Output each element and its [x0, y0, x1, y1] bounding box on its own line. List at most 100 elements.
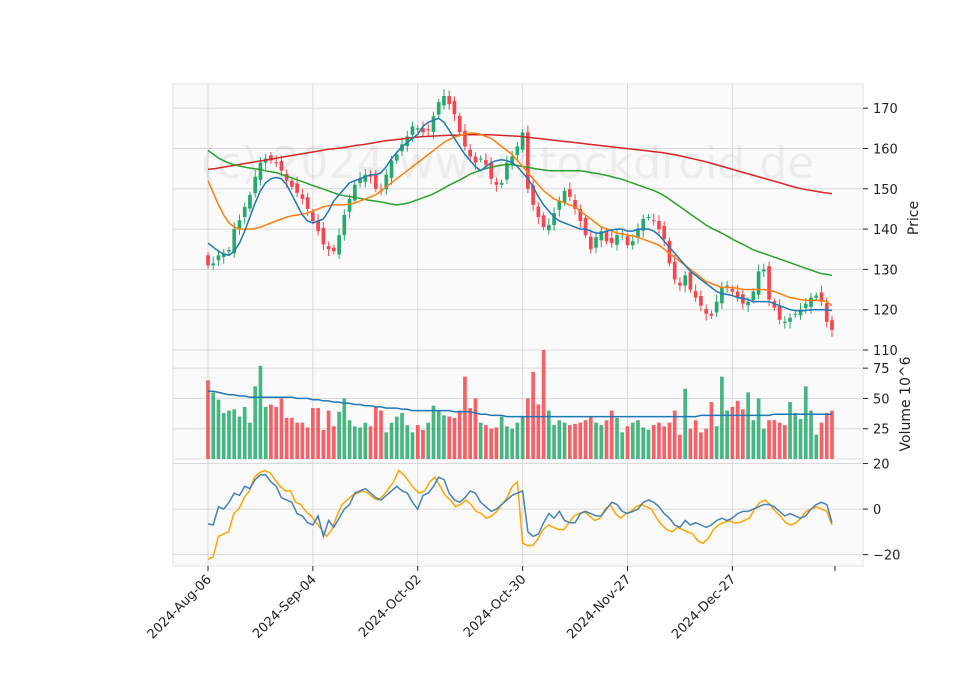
candle-down	[290, 180, 294, 187]
candle-up	[646, 217, 651, 218]
volume-bar	[363, 422, 368, 459]
volume-bar	[604, 420, 609, 459]
volume-bar	[814, 434, 819, 459]
candle-up	[793, 313, 798, 315]
candle-up	[237, 220, 242, 230]
volume-bar	[562, 422, 567, 459]
volume-bar	[578, 422, 583, 459]
volume-bar	[290, 417, 294, 459]
candle-down	[704, 308, 708, 314]
candle-up	[520, 132, 525, 150]
volume-bar	[767, 420, 771, 459]
volume-bar	[326, 410, 331, 459]
volume-bar	[232, 409, 237, 459]
candle-up	[384, 174, 389, 190]
volume-bar	[830, 410, 834, 459]
volume-bar	[636, 420, 640, 459]
volume-bar	[557, 420, 562, 459]
x-tick-label: 2024-Sep-04	[250, 572, 320, 642]
x-tick-label: 2024-Oct-02	[356, 572, 424, 640]
volume-bar	[746, 392, 750, 459]
volume-bar	[263, 406, 268, 459]
volume-bar	[305, 427, 310, 459]
volume-bar	[342, 398, 347, 459]
volume-bar	[756, 398, 761, 459]
candle-down	[531, 185, 535, 205]
candle-up	[809, 297, 813, 307]
candle-down	[452, 100, 457, 115]
volume-bar	[531, 371, 535, 459]
candle-up	[615, 235, 619, 245]
candle-up	[227, 250, 231, 252]
volume-bar	[646, 429, 651, 459]
volume-bar	[242, 406, 247, 459]
volume-bar	[227, 410, 231, 459]
candle-up	[814, 295, 819, 298]
candle-up	[221, 253, 226, 257]
candle-down	[326, 246, 331, 250]
ma-orange-line	[207, 132, 833, 307]
volume-bar	[709, 402, 714, 459]
candle-up	[562, 190, 567, 203]
candle-down	[484, 160, 488, 165]
candle-up	[248, 194, 252, 209]
oscillator-series	[207, 469, 833, 560]
volume-bar	[442, 415, 446, 459]
candle-down	[473, 156, 478, 163]
candle-down	[526, 132, 530, 189]
volume-bar	[484, 425, 488, 459]
price-tick-label: 170	[873, 102, 898, 117]
candle-down	[316, 221, 320, 232]
volume-bar	[284, 417, 289, 459]
candle-down	[332, 247, 336, 252]
volume-bar	[389, 422, 394, 459]
x-tick-label: 2024-Nov-27	[564, 572, 634, 642]
candle-up	[410, 126, 415, 135]
candle-down	[573, 200, 577, 209]
volume-bar	[206, 380, 210, 459]
volume-bar	[520, 416, 525, 459]
candle-up	[599, 231, 604, 241]
candle-down	[269, 155, 273, 161]
candle-down	[609, 237, 614, 244]
volume-bar	[788, 402, 792, 459]
volume-bar	[588, 416, 593, 459]
price-tick-label: 140	[873, 223, 898, 238]
volume-bar	[515, 422, 520, 459]
volume-bar	[258, 365, 263, 459]
volume-bar	[730, 406, 735, 459]
candle-up	[431, 116, 436, 132]
volume-bar	[468, 408, 473, 459]
candle-up	[253, 176, 258, 194]
volume-bar	[358, 427, 362, 459]
price-tick-label: 160	[873, 142, 898, 157]
candle-up	[242, 206, 247, 217]
volume-bar	[447, 416, 452, 459]
volume-bar	[478, 422, 483, 459]
volume-bar	[216, 399, 221, 459]
candle-up	[782, 321, 787, 323]
volume-bar	[735, 400, 740, 459]
volume-tick-label: 25	[873, 423, 890, 438]
candle-down	[447, 96, 452, 105]
oscillator-blue-line	[207, 474, 833, 540]
volume-bar	[436, 410, 441, 459]
price-tick-label: 150	[873, 183, 898, 198]
candle-down	[625, 236, 630, 246]
volume-bar	[714, 426, 719, 459]
candle-up	[720, 287, 724, 304]
candle-up	[630, 241, 635, 246]
candle-down	[468, 149, 473, 157]
volume-bar	[269, 404, 273, 459]
candle-up	[389, 160, 394, 178]
candle-up	[756, 271, 761, 295]
volume-bar	[583, 420, 588, 459]
volume-bar	[510, 428, 514, 459]
volume-bar	[741, 409, 745, 459]
candle-up	[363, 174, 368, 182]
candle-down	[735, 291, 740, 298]
volume-bar	[237, 416, 242, 459]
volume-bar	[295, 422, 299, 459]
volume-bar	[311, 408, 315, 459]
candle-up	[636, 229, 640, 238]
